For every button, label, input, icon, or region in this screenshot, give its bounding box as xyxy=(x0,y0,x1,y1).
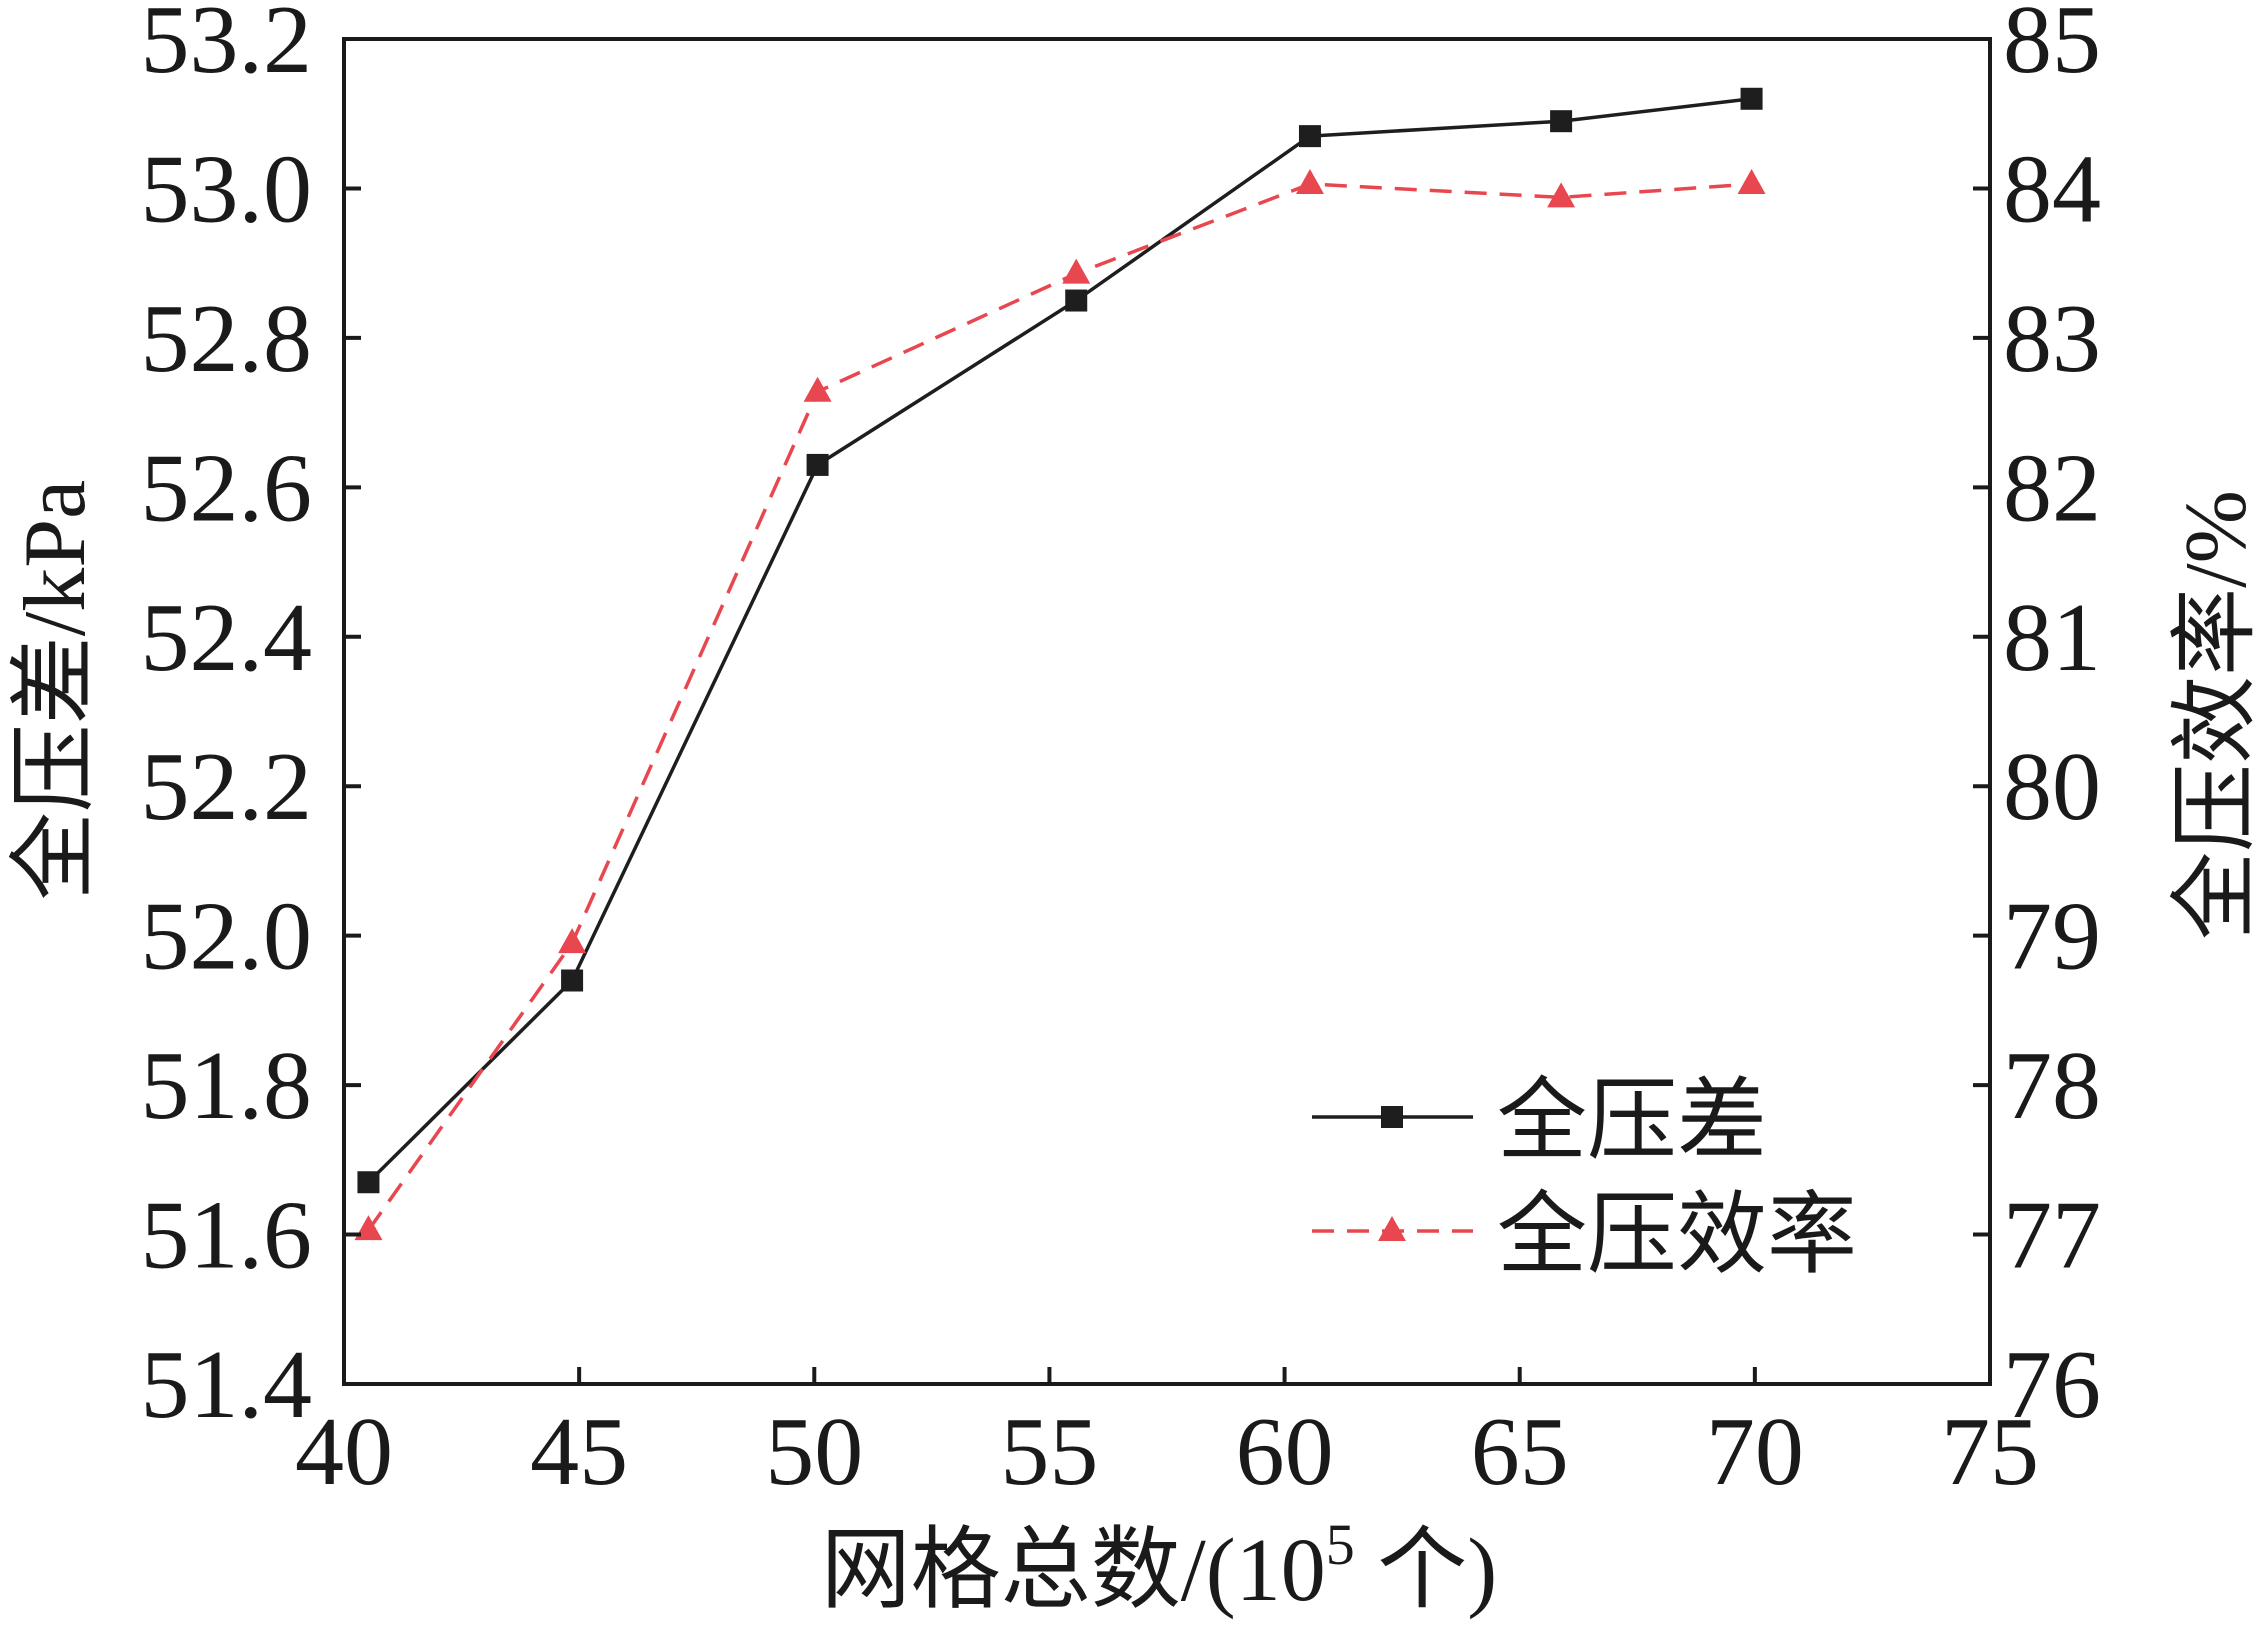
y-left-tick-label: 52.0 xyxy=(141,883,313,991)
y-axis-right-title: 全压效率/% xyxy=(2168,490,2265,940)
legend-label-total-pressure-efficiency: 全压效率 xyxy=(1497,1186,1857,1285)
data-point-total-pressure-efficiency-4 xyxy=(1062,258,1091,284)
series-lines xyxy=(367,97,1752,1232)
y-left-tick-label: 51.4 xyxy=(141,1331,313,1439)
y-left-tick-label: 52.4 xyxy=(141,584,313,692)
data-point-total-pressure-diff-2 xyxy=(561,969,584,992)
data-point-total-pressure-diff-1 xyxy=(357,1171,380,1194)
data-point-total-pressure-efficiency-1 xyxy=(354,1215,383,1241)
x-tick-label: 75 xyxy=(1941,1398,2039,1506)
y-right-tick-label: 76 xyxy=(2003,1331,2101,1439)
y-right-tick-label: 85 xyxy=(2003,0,2101,94)
x-axis-title-main: 网格总数/(10 xyxy=(821,1521,1326,1620)
y-left-tick-label: 52.2 xyxy=(141,733,313,841)
y-right-tick-label: 82 xyxy=(2003,434,2101,542)
y-left-tick-label: 51.8 xyxy=(141,1032,313,1140)
axis-ticks: 40 45 50 55 60 65 70 75 51.4 51.6 51.8 52.0 52.2 52.4… xyxy=(141,0,2102,1506)
x-tick-label: 45 xyxy=(530,1398,628,1506)
y-axis-left-title: 全压差/kPa xyxy=(7,480,104,900)
y-right-tick-label: 79 xyxy=(2003,883,2101,991)
x-tick-label: 40 xyxy=(295,1398,393,1506)
legend-marker-square xyxy=(1381,1106,1403,1128)
y-right-tick-label: 80 xyxy=(2003,733,2101,841)
data-point-total-pressure-efficiency-3 xyxy=(803,376,832,402)
legend-entry-total-pressure-diff: 全压差 xyxy=(1312,1072,1767,1171)
x-axis-title: 网格总数/(105 个) xyxy=(821,1512,1497,1620)
x-tick-label: 60 xyxy=(1236,1398,1334,1506)
y-right-tick-label: 77 xyxy=(2003,1182,2101,1290)
series-line-total-pressure-diff xyxy=(367,97,1752,1184)
data-point-total-pressure-diff-5 xyxy=(1298,125,1321,148)
x-tick-label: 65 xyxy=(1471,1398,1569,1506)
y-left-tick-label: 53.0 xyxy=(141,135,313,243)
data-point-total-pressure-diff-3 xyxy=(806,453,829,476)
legend-marker-triangle xyxy=(1378,1216,1406,1241)
x-tick-label: 70 xyxy=(1706,1398,1804,1506)
plot-frame xyxy=(342,37,1992,1386)
y-right-tick-label: 81 xyxy=(2003,584,2101,692)
y-left-tick-label: 52.6 xyxy=(141,434,313,542)
data-point-total-pressure-efficiency-2 xyxy=(558,928,587,954)
data-point-total-pressure-diff-4 xyxy=(1065,289,1088,312)
y-right-tick-label: 84 xyxy=(2003,135,2101,243)
data-point-total-pressure-efficiency-6 xyxy=(1547,182,1576,208)
x-tick-label: 55 xyxy=(1000,1398,1098,1506)
data-point-total-pressure-efficiency-5 xyxy=(1295,168,1324,194)
x-tick-label: 50 xyxy=(765,1398,863,1506)
y-right-tick-label: 83 xyxy=(2003,285,2101,393)
legend-label-total-pressure-diff: 全压差 xyxy=(1497,1072,1767,1171)
series-points xyxy=(354,87,1766,1241)
y-left-tick-label: 53.2 xyxy=(141,0,313,94)
legend-entry-total-pressure-efficiency: 全压效率 xyxy=(1312,1186,1857,1285)
legend: 全压差 全压效率 xyxy=(1312,1072,1857,1285)
x-axis-title-unit: 个) xyxy=(1355,1521,1497,1620)
x-axis-title-exponent: 5 xyxy=(1326,1512,1355,1577)
data-point-total-pressure-efficiency-7 xyxy=(1737,168,1766,194)
y-left-tick-label: 51.6 xyxy=(141,1182,313,1290)
y-right-tick-label: 78 xyxy=(2003,1032,2101,1140)
data-point-total-pressure-diff-7 xyxy=(1740,87,1763,110)
y-left-tick-label: 52.8 xyxy=(141,285,313,393)
data-point-total-pressure-diff-6 xyxy=(1550,110,1573,133)
